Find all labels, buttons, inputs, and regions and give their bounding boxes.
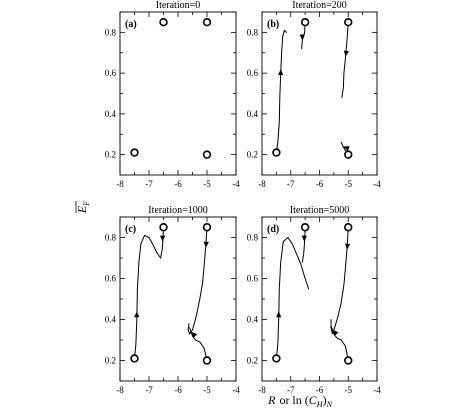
- trajectory-line: [160, 226, 164, 259]
- panel-title: Iteration=5000: [290, 205, 350, 216]
- x-tick-label: -5: [203, 385, 211, 395]
- y-axis-label: EF: [75, 201, 91, 214]
- trajectory-arrow: [345, 243, 351, 250]
- panel-label: (d): [267, 224, 279, 235]
- x-tick-label: -6: [316, 179, 324, 189]
- y-tick-label: 0.2: [247, 150, 258, 160]
- trajectory-line: [330, 325, 349, 361]
- trajectory-line: [301, 226, 306, 263]
- trajectory-arrow: [191, 331, 198, 338]
- x-tick-label: -5: [203, 179, 211, 189]
- trajectory-arrow: [160, 235, 166, 242]
- panel-title: Iteration=1000: [148, 205, 208, 216]
- x-tick-label: -8: [258, 385, 266, 395]
- trajectory-arrow: [343, 146, 350, 151]
- y-tick-label: 0.8: [105, 233, 117, 243]
- data-point: [344, 356, 353, 365]
- x-tick-label: -4: [373, 179, 381, 189]
- panel-title: Iteration=0: [156, 0, 201, 11]
- x-tick-label: -7: [145, 179, 153, 189]
- panel-label: (a): [125, 19, 137, 30]
- x-tick-label: -5: [345, 179, 353, 189]
- x-axis-label-c: C: [309, 393, 318, 407]
- trajectory-arrow: [301, 235, 307, 242]
- panel-a: Iteration=0 (a) -8 -7 -6 -5 -4 0.2 0.4 0.6 0.8: [105, 0, 240, 189]
- panel-d: Iteration=5000 (d) -8 -7 -6 -5 -4 0.2 0.4 0.6 0.8: [247, 205, 381, 395]
- x-tick-label: -4: [373, 385, 381, 395]
- y-tick-label: 0.4: [247, 109, 259, 119]
- y-tick-label: 0.4: [105, 109, 117, 119]
- y-tick-label: 0.4: [247, 315, 259, 325]
- x-tick-label: -5: [345, 385, 353, 395]
- data-point: [202, 150, 212, 159]
- x-tick-label: -8: [116, 385, 124, 395]
- x-tick-label: -8: [258, 179, 266, 189]
- trajectory-line: [189, 327, 208, 361]
- data-point: [159, 17, 168, 27]
- x-tick-label: -4: [232, 179, 240, 189]
- panels: Iteration=0(a)-8 -7 -6 -5 -40.20.40.60.8Iter…: [105, 0, 381, 395]
- y-tick-label: 0.8: [105, 27, 117, 37]
- x-axis-label-or: or ln (: [279, 393, 308, 407]
- data-point: [130, 148, 139, 157]
- trajectory-line: [341, 21, 349, 99]
- data-point: [344, 150, 353, 159]
- data-point: [344, 17, 353, 27]
- y-tick-label: 0.6: [247, 274, 259, 284]
- data-point: [159, 223, 168, 232]
- y-tick-label: 0.8: [247, 233, 259, 243]
- panel-b: Iteration=200 (b) -8 -7 -6 -5 -4 0.2 0.4 0.6 0.8: [247, 0, 381, 189]
- data-point: [272, 354, 281, 363]
- data-point: [202, 17, 212, 27]
- y-tick-label: 0.2: [247, 356, 258, 366]
- y-tick-label: 0.2: [105, 356, 116, 366]
- trajectory-arrow: [134, 311, 140, 318]
- trajectory-line: [134, 234, 162, 359]
- trajectory-line: [275, 29, 287, 154]
- data-point: [130, 354, 139, 363]
- panel-title: Iteration=200: [292, 0, 347, 11]
- y-tick-label: 0.6: [105, 68, 117, 78]
- trajectory-line: [275, 237, 310, 359]
- y-axis-label-main: E: [75, 205, 89, 214]
- data-point: [202, 223, 212, 232]
- x-axis-label-r: R: [267, 393, 276, 407]
- x-tick-label: -8: [116, 179, 124, 189]
- trajectory-arrow: [343, 50, 350, 57]
- trajectory-arrow: [278, 69, 284, 75]
- x-tick-label: -6: [174, 385, 182, 395]
- trajectory-line: [330, 226, 349, 335]
- x-axis-label-close: ): [323, 393, 327, 407]
- x-axis-label-n: N: [326, 400, 333, 409]
- trajectory-arrow: [332, 329, 339, 336]
- svg-text:EF: EF: [75, 201, 91, 214]
- x-tick-label: -6: [174, 179, 182, 189]
- trajectory-arrow: [299, 34, 305, 41]
- panel-label: (c): [125, 224, 136, 235]
- trajectory-arrow: [276, 311, 282, 318]
- x-axis-label-h: H: [316, 400, 324, 409]
- x-tick-label: -7: [287, 179, 295, 189]
- y-tick-label: 0.6: [247, 68, 259, 78]
- y-tick-label: 0.6: [105, 274, 117, 284]
- y-tick-label: 0.4: [105, 315, 117, 325]
- data-point: [202, 356, 212, 365]
- data-point: [300, 223, 310, 232]
- trajectory-arrow: [203, 241, 209, 248]
- y-axis-label-sub: F: [82, 201, 91, 207]
- data-point: [300, 17, 310, 27]
- panel-c: Iteration=1000 (c) -8 -7 -6 -5 -4 0.2 0.4 0.6 0.8: [105, 205, 240, 395]
- y-tick-label: 0.2: [105, 150, 116, 160]
- data-point: [272, 148, 281, 157]
- y-tick-label: 0.8: [247, 27, 259, 37]
- panel-label: (b): [267, 19, 279, 30]
- data-point: [344, 223, 353, 232]
- trajectory-line: [187, 226, 208, 335]
- x-tick-label: -7: [287, 385, 295, 395]
- x-tick-label: -7: [145, 385, 153, 395]
- x-tick-label: -4: [232, 385, 240, 395]
- x-tick-label: -6: [316, 385, 324, 395]
